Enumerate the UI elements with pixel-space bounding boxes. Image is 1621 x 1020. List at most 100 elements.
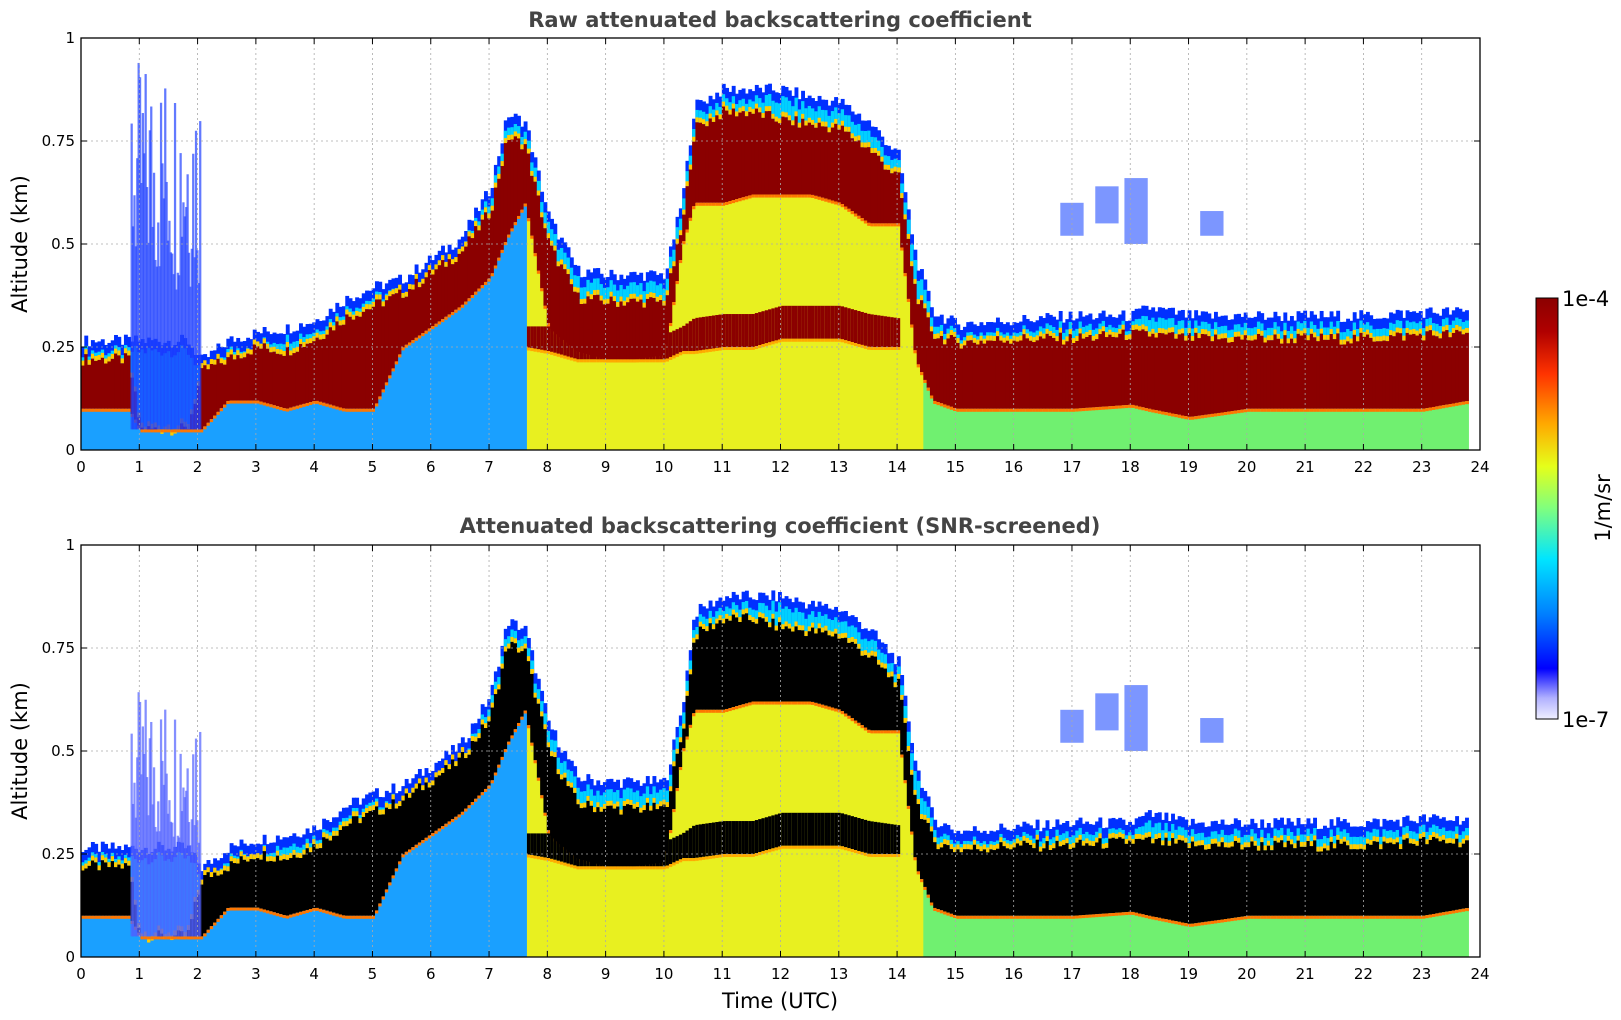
heatmap-column [345, 295, 350, 450]
heatmap-column [1048, 314, 1053, 450]
heatmap-column [1213, 820, 1218, 957]
heatmap-column [157, 222, 160, 430]
heatmap-column [199, 121, 202, 430]
heatmap-column [341, 807, 346, 957]
heatmap-column [827, 105, 832, 450]
heatmap-column [159, 102, 163, 430]
x-tick-label: 18 [1121, 458, 1140, 476]
panel-screened-heatmap [81, 590, 1469, 957]
heatmap-column [1197, 822, 1202, 957]
heatmap-column [157, 801, 160, 937]
heatmap-column [1052, 316, 1057, 450]
x-tick-label: 16 [1004, 965, 1023, 983]
heatmap-column [414, 774, 419, 957]
heatmap-column [84, 335, 89, 450]
heatmap-column [579, 277, 584, 450]
x-tick-label: 10 [654, 458, 673, 476]
heatmap-column [880, 136, 885, 450]
heatmap-column [1101, 828, 1106, 957]
heatmap-column [1227, 824, 1232, 957]
heatmap-column [873, 126, 878, 450]
heatmap-column [553, 730, 558, 957]
heatmap-column [351, 301, 356, 450]
heatmap-column [322, 320, 327, 450]
heatmap-column [194, 738, 198, 937]
heatmap-column [219, 346, 224, 450]
heatmap-column [1144, 812, 1149, 957]
heatmap-column [920, 269, 924, 450]
heatmap-column [1151, 816, 1156, 957]
heatmap-column [962, 326, 967, 450]
heatmap-column [939, 826, 944, 957]
heatmap-column [877, 130, 881, 450]
heatmap-column [797, 601, 802, 957]
heatmap-column [162, 784, 165, 937]
heatmap-column [1147, 309, 1152, 450]
heatmap-column [187, 252, 191, 430]
panel-raw-heatmap [81, 62, 1469, 450]
heatmap-column [533, 157, 538, 450]
heatmap-column [1329, 819, 1334, 957]
heatmap-column [1190, 818, 1195, 957]
heatmap-column [427, 255, 432, 450]
heatmap-column [374, 788, 379, 957]
heatmap-column [695, 99, 700, 450]
heatmap-column [1088, 824, 1093, 957]
heatmap-column [956, 324, 961, 450]
heatmap-column [1223, 824, 1228, 957]
heatmap-column [1365, 821, 1370, 957]
heatmap-column [1121, 310, 1126, 450]
heatmap-column [150, 721, 153, 937]
heatmap-column [599, 785, 604, 957]
heatmap-column [141, 726, 144, 937]
heatmap-column [1012, 828, 1017, 957]
heatmap-column [1009, 830, 1014, 957]
heatmap-column [834, 97, 839, 450]
heatmap-column [1108, 314, 1113, 450]
heatmap-column [457, 239, 462, 450]
heatmap-column [652, 776, 657, 957]
heatmap-column [741, 591, 746, 957]
heatmap-column [1207, 826, 1212, 957]
heatmap-column [259, 844, 264, 957]
heatmap-column [199, 731, 202, 937]
heatmap-column [1081, 823, 1086, 957]
heatmap-column [269, 334, 274, 450]
heatmap-column [148, 130, 151, 430]
heatmap-column [460, 737, 465, 957]
heatmap-column [289, 333, 294, 450]
heatmap-column [811, 98, 815, 450]
heatmap-column [801, 90, 805, 450]
heatmap-column [692, 619, 696, 957]
heatmap-column [335, 302, 340, 450]
heatmap-column [1356, 318, 1360, 450]
heatmap-column [1065, 820, 1070, 957]
heatmap-column [110, 340, 115, 450]
heatmap-column [986, 322, 990, 450]
x-tick-label: 12 [771, 458, 790, 476]
heatmap-column [764, 595, 769, 957]
heatmap-column [1124, 321, 1129, 450]
heatmap-column [209, 350, 214, 450]
heatmap-column [441, 245, 445, 450]
heatmap-column [166, 813, 170, 937]
heatmap-column [169, 821, 172, 937]
heatmap-column [754, 84, 759, 450]
heatmap-column [513, 113, 518, 450]
heatmap-column [1138, 308, 1142, 450]
heatmap-column [1213, 311, 1218, 450]
heatmap-column [87, 346, 92, 450]
heatmap-column [1389, 819, 1393, 957]
x-tick-label: 15 [946, 965, 965, 983]
heatmap-column [265, 844, 270, 957]
heatmap-column [197, 283, 200, 430]
heatmap-column [169, 252, 172, 430]
heatmap-column [533, 673, 538, 957]
heatmap-column [97, 341, 102, 450]
panel-screened-y-label: Altitude (km) [8, 682, 32, 820]
heatmap-column [1085, 821, 1090, 957]
heatmap-column [348, 298, 353, 450]
heatmap-column [299, 837, 303, 957]
heatmap-column [744, 590, 749, 957]
heatmap-column [1164, 812, 1169, 957]
